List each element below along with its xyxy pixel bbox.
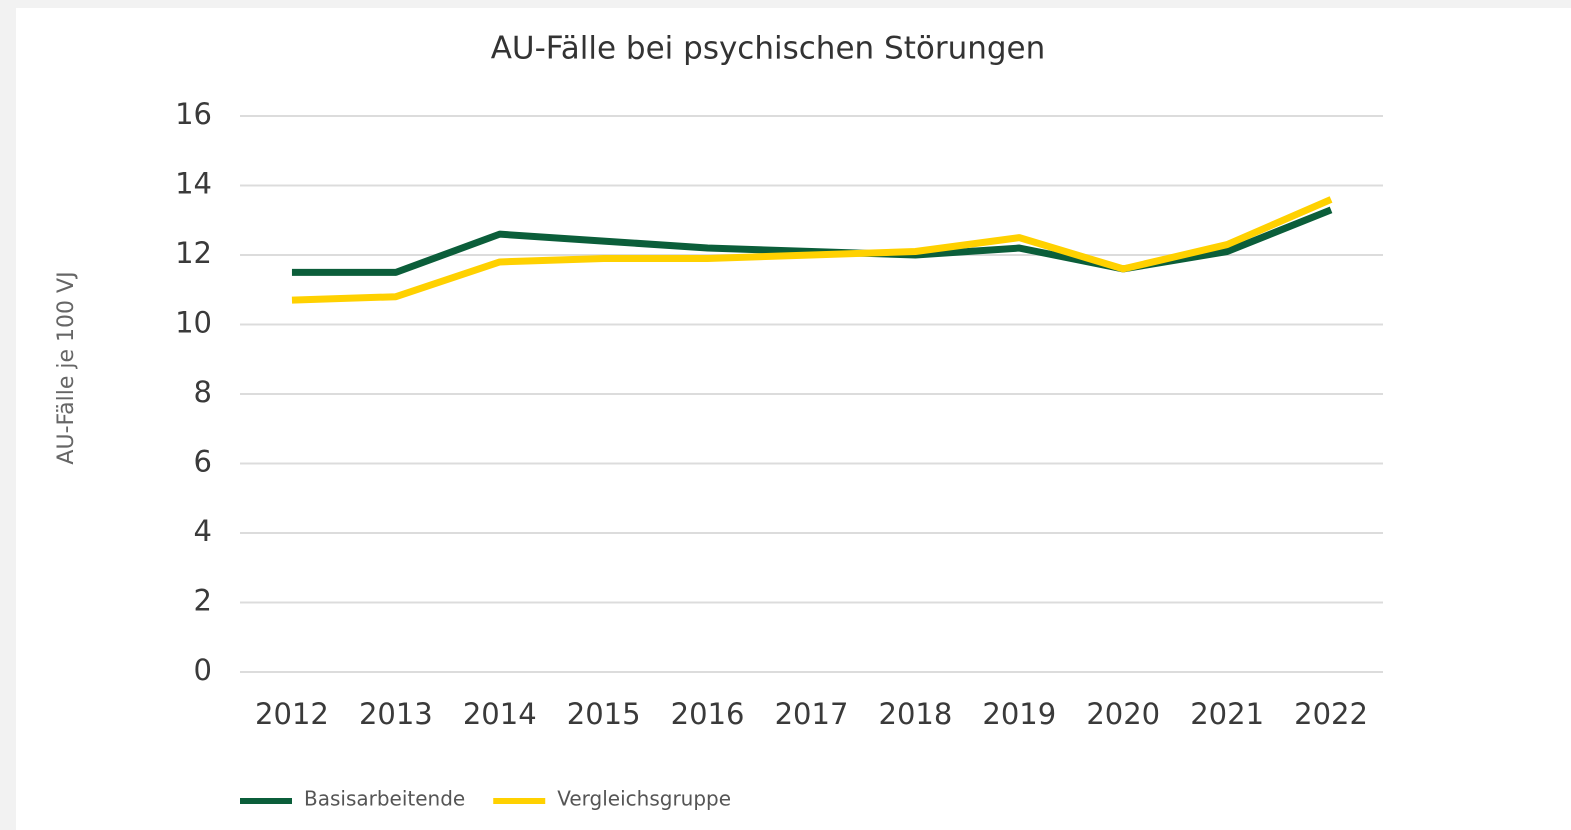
y-tick-label: 0 [194, 653, 212, 687]
x-tick-label: 2014 [463, 697, 537, 731]
x-tick-label: 2018 [879, 697, 953, 731]
x-tick-label: 2013 [359, 697, 433, 731]
legend-label: Basisarbeitende [304, 787, 465, 811]
x-tick-label: 2020 [1086, 697, 1160, 731]
y-tick-label: 6 [194, 445, 212, 479]
x-tick-label: 2012 [255, 697, 329, 731]
x-tick-label: 2015 [567, 697, 641, 731]
y-tick-label: 16 [175, 97, 212, 131]
x-tick-label: 2016 [671, 697, 745, 731]
x-tick-label: 2022 [1294, 697, 1368, 731]
chart-card [16, 8, 1571, 830]
chart-title: AU-Fälle bei psychischen Störungen [491, 31, 1046, 67]
y-axis-label: AU-Fälle je 100 VJ [54, 271, 79, 464]
series-line [291, 196, 1333, 304]
y-tick-label: 4 [194, 514, 212, 548]
legend-label: Vergleichsgruppe [557, 787, 731, 811]
y-tick-label: 12 [175, 236, 212, 270]
y-tick-label: 14 [175, 167, 212, 201]
y-tick-label: 10 [175, 306, 212, 340]
y-tick-label: 2 [194, 584, 212, 618]
x-tick-label: 2017 [775, 697, 849, 731]
y-tick-label: 8 [194, 375, 212, 409]
x-tick-label: 2019 [982, 697, 1056, 731]
x-tick-label: 2021 [1190, 697, 1264, 731]
